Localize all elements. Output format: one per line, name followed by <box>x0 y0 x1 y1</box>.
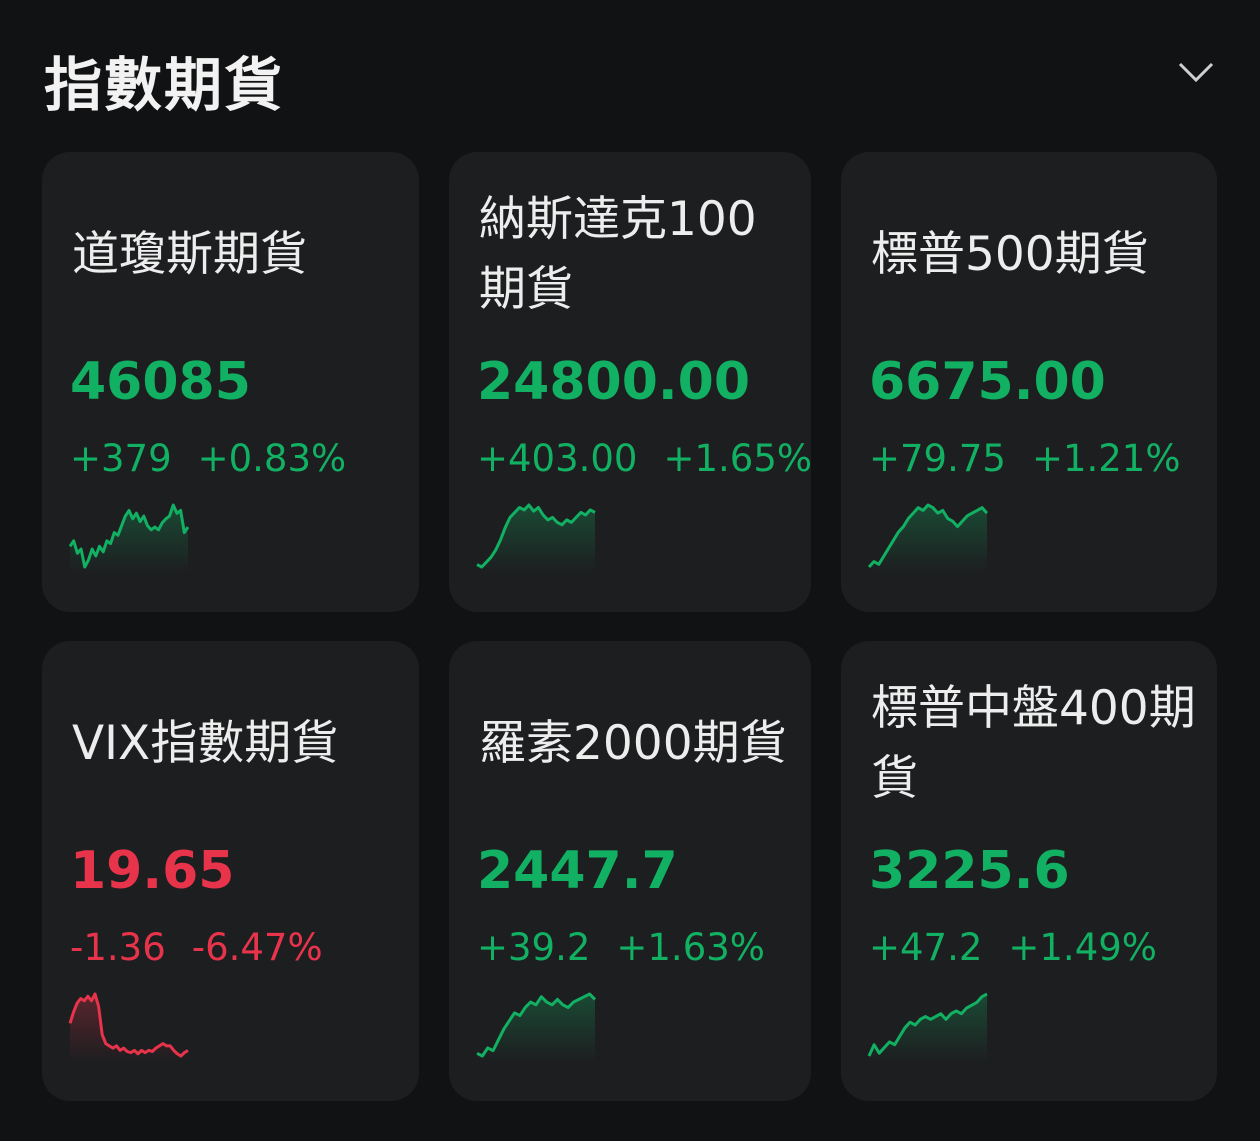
change-value: +47.2 <box>869 926 983 969</box>
sparkline <box>867 503 989 573</box>
futures-name: VIX指數期貨 <box>72 671 399 816</box>
sparkline-area <box>869 505 987 573</box>
sparkline <box>476 503 596 573</box>
change-value: +79.75 <box>869 437 1006 480</box>
sparkline-area <box>477 994 595 1062</box>
futures-name-text: 標普500期貨 <box>871 226 1149 282</box>
change-value: -1.36 <box>70 926 166 969</box>
change-percent: -6.47% <box>191 926 323 969</box>
change-percent: +1.21% <box>1031 437 1181 480</box>
futures-change: +47.2 +1.49% <box>869 926 1157 969</box>
futures-price: 24800.00 <box>477 352 751 412</box>
futures-name-text: 納斯達克100期貨 <box>479 191 757 317</box>
futures-name: 標普500期貨 <box>871 182 1197 327</box>
sparkline-line <box>68 992 189 1058</box>
futures-name-text: 道瓊斯期貨 <box>72 226 307 282</box>
futures-card[interactable]: 標普500期貨 6675.00 +79.75 +1.21% <box>841 152 1217 612</box>
futures-change: -1.36 -6.47% <box>70 926 323 969</box>
change-value: +39.2 <box>477 926 591 969</box>
futures-name-text: VIX指數期貨 <box>72 715 339 771</box>
futures-change: +403.00 +1.65% <box>477 437 812 480</box>
sparkline <box>68 503 190 573</box>
futures-change: +39.2 +1.63% <box>477 926 765 969</box>
sparkline <box>476 992 597 1062</box>
sparkline-line <box>867 992 988 1057</box>
futures-card[interactable]: 納斯達克100期貨 24800.00 +403.00 +1.65% <box>449 152 812 612</box>
futures-card[interactable]: VIX指數期貨 19.65 -1.36 -6.47% <box>42 641 419 1101</box>
futures-name: 道瓊斯期貨 <box>72 182 399 327</box>
futures-name: 羅素2000期貨 <box>479 671 791 816</box>
futures-name-text: 標普中盤400期貨 <box>871 680 1196 806</box>
sparkline <box>68 992 189 1062</box>
futures-price: 2447.7 <box>477 841 678 901</box>
futures-name-text: 羅素2000期貨 <box>479 715 787 771</box>
sparkline-line <box>867 503 989 569</box>
sparkline-area <box>70 505 188 573</box>
sparkline-area <box>869 994 987 1062</box>
sparkline-line <box>476 992 597 1058</box>
futures-card[interactable]: 標普中盤400期貨 3225.6 +47.2 +1.49% <box>841 641 1217 1101</box>
futures-card[interactable]: 羅素2000期貨 2447.7 +39.2 +1.63% <box>449 641 811 1101</box>
futures-price: 6675.00 <box>869 352 1106 412</box>
futures-card[interactable]: 道瓊斯期貨 46085 +379 +0.83% <box>42 152 419 612</box>
futures-change: +79.75 +1.21% <box>869 437 1180 480</box>
change-percent: +1.63% <box>616 926 765 969</box>
futures-price: 19.65 <box>70 841 235 901</box>
chevron-down-icon[interactable] <box>1176 58 1216 88</box>
change-value: +403.00 <box>477 437 638 480</box>
sparkline-line <box>476 503 596 569</box>
futures-price: 46085 <box>70 352 251 412</box>
change-percent: +1.65% <box>663 437 813 480</box>
sparkline-area <box>70 994 188 1062</box>
futures-name: 標普中盤400期貨 <box>871 671 1197 816</box>
futures-price: 3225.6 <box>869 841 1070 901</box>
futures-change: +379 +0.83% <box>70 437 346 480</box>
futures-name: 納斯達克100期貨 <box>479 182 791 327</box>
change-value: +379 <box>70 437 172 480</box>
sparkline <box>867 992 988 1062</box>
sparkline-line <box>68 503 190 569</box>
change-percent: +0.83% <box>197 437 347 480</box>
section-title: 指數期貨 <box>44 51 285 119</box>
change-percent: +1.49% <box>1008 926 1157 969</box>
